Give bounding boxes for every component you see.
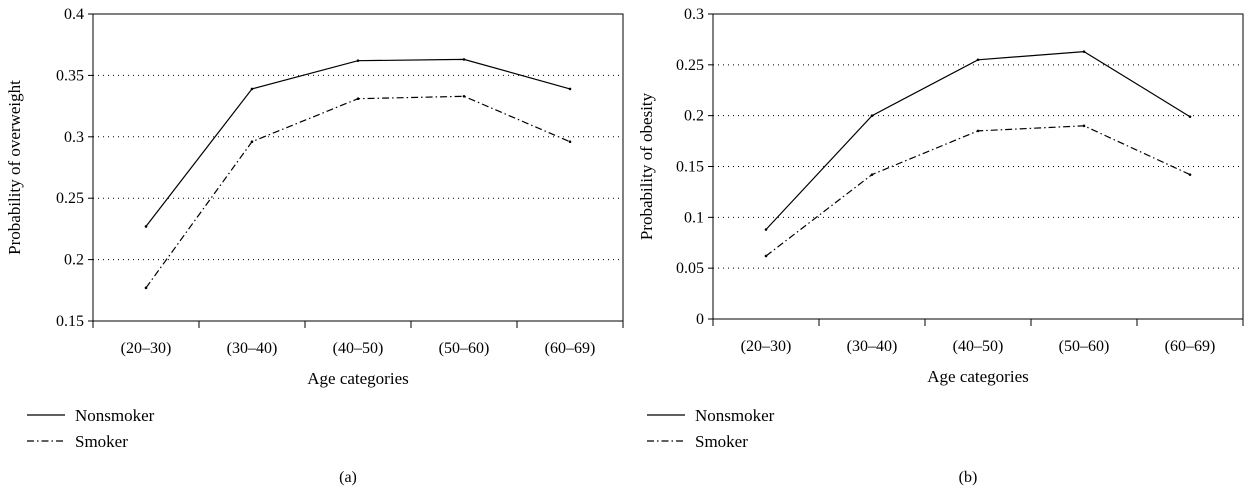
x-tick-label: (50–60)	[1059, 338, 1110, 355]
data-point-nonsmoker	[1082, 50, 1086, 53]
y-tick-label: 0	[696, 311, 704, 328]
series-line-nonsmoker	[145, 58, 571, 227]
data-point-nonsmoker	[764, 228, 768, 231]
x-tick-label: (40–50)	[953, 338, 1004, 355]
x-tick-label: (60–69)	[545, 340, 596, 357]
x-tick-label: (60–69)	[1165, 338, 1216, 355]
data-point-nonsmoker	[462, 58, 466, 61]
chart-panel-a: 0.15 0.2 0.25 0.3 0.35 0.4 (20–30) (30–40) (40–5…	[5, 6, 624, 486]
y-axis-label: Probability of obesity	[637, 92, 656, 240]
y-axis-label: Probability of overweight	[5, 80, 24, 255]
x-tick-label: (40–50)	[333, 340, 384, 357]
data-point-nonsmoker	[870, 114, 874, 117]
data-point-smoker	[462, 94, 466, 98]
panel-label: (a)	[339, 469, 357, 486]
series-line-nonsmoker	[765, 50, 1191, 230]
y-tick-label: 0.05	[676, 260, 704, 277]
data-point-nonsmoker	[250, 87, 254, 91]
data-point-smoker	[870, 173, 874, 176]
data-point-nonsmoker	[356, 59, 360, 62]
x-axis-label: Age categories	[927, 367, 1028, 386]
plot-frame	[92, 13, 624, 322]
y-tick-label: 0.3	[684, 6, 704, 23]
x-axis-label: Age categories	[307, 369, 408, 388]
y-tick-label: 0.35	[56, 67, 84, 84]
y-tick-label: 0.3	[64, 129, 84, 146]
y-tick-label: 0.15	[676, 159, 704, 176]
y-tick-label: 0.2	[684, 108, 704, 125]
legend-label-smoker: Smoker	[695, 432, 748, 451]
legend-label-nonsmoker: Nonsmoker	[75, 406, 155, 425]
data-point-smoker	[568, 140, 572, 144]
y-tick-label: 0.2	[64, 252, 84, 269]
data-point-nonsmoker	[976, 58, 980, 62]
x-tick-label: (30–40)	[847, 338, 898, 355]
x-tick-label: (30–40)	[227, 340, 278, 357]
data-point-smoker	[250, 140, 254, 144]
x-tick-label: (20–30)	[121, 340, 172, 357]
data-point-smoker	[976, 129, 980, 133]
data-point-smoker	[356, 97, 360, 101]
y-tick-label: 0.25	[676, 57, 704, 74]
data-point-smoker	[1188, 173, 1192, 176]
y-tick-label: 0.25	[56, 190, 84, 207]
data-point-nonsmoker	[1188, 115, 1192, 118]
y-tick-label: 0.1	[684, 209, 704, 226]
data-point-smoker	[764, 254, 768, 258]
data-point-nonsmoker	[568, 87, 572, 91]
chart-panel-b: 0 0.05 0.1 0.15 0.2 0.25 0.3 (20–30) (30–40) (40–…	[637, 6, 1244, 486]
y-tick-label: 0.4	[64, 6, 84, 23]
data-point-smoker	[1082, 124, 1086, 128]
panel-label: (b)	[959, 469, 978, 486]
y-tick-label: 0.15	[56, 313, 84, 330]
data-point-nonsmoker	[144, 225, 148, 228]
legend-label-nonsmoker: Nonsmoker	[695, 406, 775, 425]
series-line-smoker	[765, 125, 1191, 257]
x-tick-label: (20–30)	[741, 338, 792, 355]
data-point-smoker	[144, 286, 148, 290]
series-line-smoker	[145, 95, 571, 289]
x-tick-label: (50–60)	[439, 340, 490, 357]
legend-label-smoker: Smoker	[75, 432, 128, 451]
